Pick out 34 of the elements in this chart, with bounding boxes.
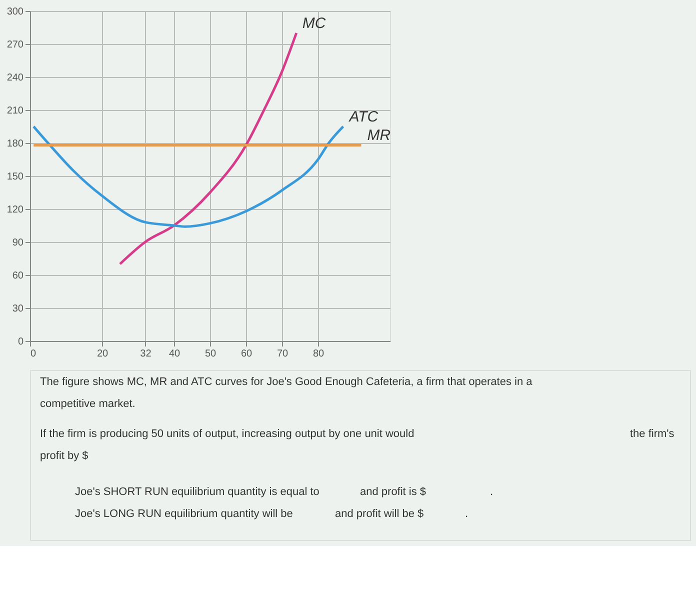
x-tick-label: 60 — [240, 348, 252, 360]
y-tick-label: 0 — [18, 336, 24, 348]
y-tick-label: 30 — [12, 304, 24, 314]
text: and profit will be $ — [335, 508, 424, 520]
text: . — [465, 508, 468, 520]
y-tick-label: 180 — [6, 138, 24, 150]
text: and profit is $ — [360, 486, 426, 498]
text: If the firm is producing 50 units of output, increasing output by one unit would — [40, 428, 414, 440]
x-tick-label: 40 — [168, 348, 180, 360]
x-tick-label: 0 — [30, 348, 36, 360]
text: the firm's — [630, 428, 675, 440]
x-tick-label: 20 — [96, 348, 108, 360]
x-tick-label: 80 — [312, 348, 324, 360]
y-tick-label: 240 — [6, 72, 24, 84]
y-tick-label: 270 — [6, 40, 24, 50]
text: The figure shows MC, MR and ATC curves for Joe's Good Enough Cafeteria, a firm that operates in a competitive market. — [40, 376, 534, 410]
series-label: MR — [367, 127, 391, 144]
y-tick-label: 60 — [12, 270, 24, 282]
series-label: ATC — [348, 108, 378, 126]
x-tick-label: 50 — [204, 348, 216, 360]
y-tick-label: 90 — [12, 238, 24, 248]
y-tick-label: 210 — [6, 106, 24, 116]
line-series — [32, 125, 344, 228]
text: Joe's LONG RUN equilibrium quantity will be — [75, 508, 293, 520]
line-series — [118, 32, 298, 266]
x-tick-label: 70 — [276, 348, 288, 360]
text: . — [490, 486, 494, 498]
text: Joe's SHORT RUN equilibrium quantity is equal to — [75, 486, 320, 498]
text: profit by $ — [40, 450, 88, 462]
y-tick-label: 300 — [6, 6, 24, 18]
y-tick-label: 150 — [6, 172, 24, 182]
y-tick-label: 120 — [6, 204, 24, 216]
series-label: MC — [302, 15, 326, 32]
x-tick-label: 32 — [140, 348, 152, 360]
